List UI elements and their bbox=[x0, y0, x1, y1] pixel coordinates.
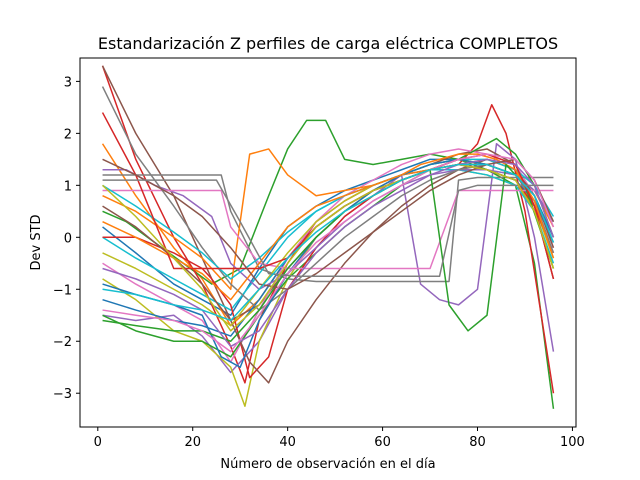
x-tick-label: 0 bbox=[94, 435, 102, 450]
y-tick-label: 1 bbox=[64, 179, 72, 194]
chart-title: Estandarización Z perfiles de carga eléc… bbox=[98, 34, 558, 53]
x-tick-label: 20 bbox=[184, 435, 201, 450]
y-tick-label: −2 bbox=[53, 335, 72, 350]
x-tick-label: 40 bbox=[279, 435, 296, 450]
series-layer bbox=[101, 65, 555, 409]
series-line-27 bbox=[102, 153, 555, 353]
series-line-29 bbox=[102, 163, 555, 332]
series-line-17 bbox=[102, 189, 554, 270]
series-line-26 bbox=[102, 158, 555, 291]
y-tick-label: −1 bbox=[53, 283, 72, 298]
series-line-30 bbox=[102, 163, 555, 322]
plot-frame bbox=[79, 57, 577, 428]
ticks-layer: 0 20 40 60 80 100 −3 −2 −1 0 1 2 3 bbox=[53, 75, 585, 450]
series-line-28 bbox=[102, 179, 554, 278]
x-axis-label: Número de observación en el día bbox=[220, 457, 435, 472]
series-line-15 bbox=[102, 168, 555, 291]
x-tick-label: 60 bbox=[374, 435, 391, 450]
y-axis-label: Dev STD bbox=[29, 214, 44, 270]
series-line-25 bbox=[102, 158, 555, 348]
y-tick-label: 3 bbox=[64, 75, 72, 90]
series-line-8 bbox=[102, 174, 554, 283]
x-tick-label: 100 bbox=[560, 435, 585, 450]
y-tick-label: 0 bbox=[64, 231, 72, 246]
y-tick-label: −3 bbox=[53, 387, 72, 402]
series-line-22 bbox=[102, 153, 555, 301]
x-tick-label: 80 bbox=[469, 435, 486, 450]
y-tick-label: 2 bbox=[64, 127, 72, 142]
